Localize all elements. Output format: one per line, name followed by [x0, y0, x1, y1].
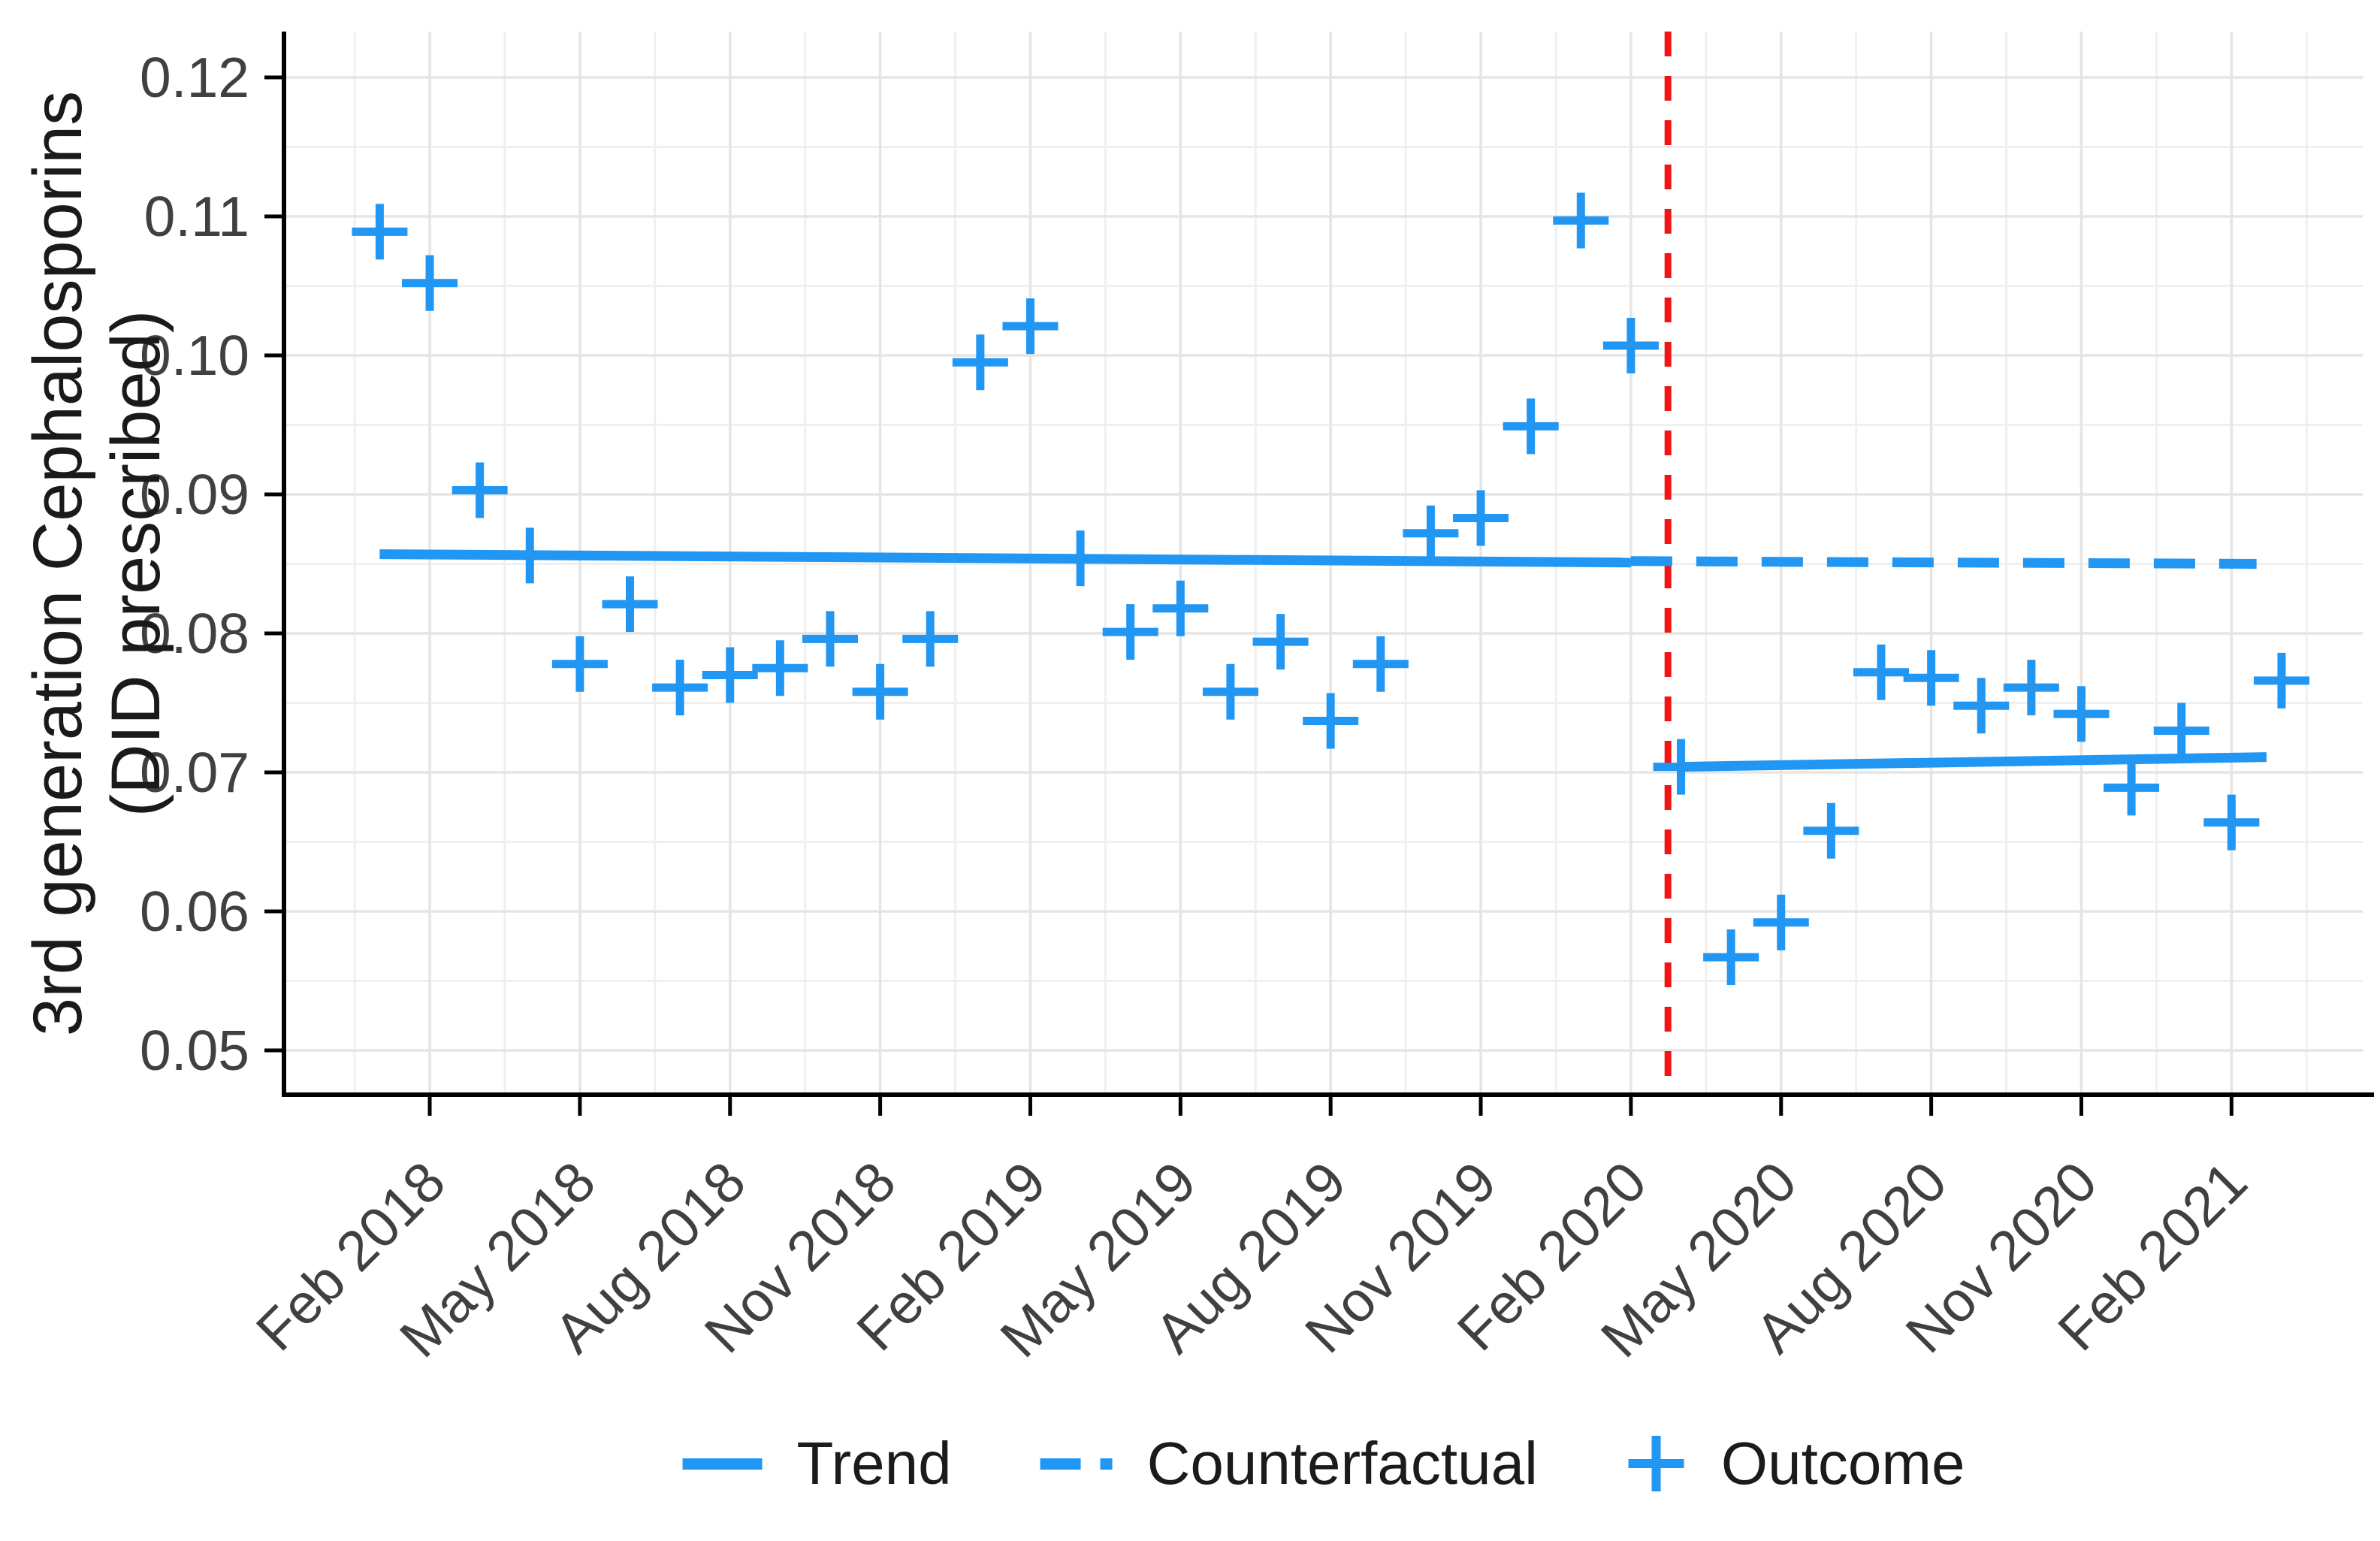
y-tick-label: 0.11	[144, 185, 249, 248]
counterfactual-line-swatch-icon	[1040, 1458, 1113, 1470]
outcome-point	[352, 204, 408, 260]
outcome-point	[1053, 530, 1109, 587]
outcome-point	[1953, 678, 2010, 734]
outcome-point	[1753, 894, 1809, 950]
outcome-point	[1553, 192, 1609, 249]
outcome-point	[1503, 398, 1559, 455]
y-tick-label: 0.12	[140, 46, 249, 109]
outcome-plus-swatch-icon	[1626, 1434, 1687, 1494]
y-tick-label: 0.09	[140, 463, 249, 526]
outcome-point	[852, 663, 908, 720]
outcome-point	[1152, 580, 1209, 636]
outcome-point	[1853, 644, 1909, 700]
outcome-point	[2104, 760, 2160, 816]
trend-line-post	[1681, 752, 2267, 772]
y-tick-label: 0.10	[140, 324, 249, 387]
outcome-point	[652, 660, 708, 716]
outcome-point	[1602, 318, 1659, 374]
outcome-point	[702, 647, 758, 703]
outcome-point	[1303, 693, 1359, 749]
y-tick-label: 0.07	[140, 741, 249, 804]
legend-label-trend: Trend	[796, 1430, 952, 1497]
legend-item-counterfactual: Counterfactual	[1040, 1429, 1538, 1498]
outcome-point	[402, 255, 458, 311]
trend-line-pre	[379, 549, 1631, 568]
y-tick-label: 0.06	[140, 880, 249, 943]
y-tick-label: 0.08	[140, 602, 249, 665]
outcome-point	[2003, 660, 2059, 716]
outcome-point	[902, 611, 959, 667]
counterfactual-line	[1630, 556, 2257, 569]
legend-label-outcome: Outcome	[1720, 1430, 1965, 1497]
outcome-point	[1653, 739, 1709, 795]
outcome-point	[2053, 686, 2110, 742]
outcome-point	[1453, 490, 1509, 546]
outcome-point	[1903, 650, 1959, 706]
outcome-point	[2253, 652, 2309, 709]
legend-item-trend: Trend	[682, 1429, 952, 1498]
outcome-point	[551, 636, 608, 692]
outcome-point	[602, 576, 658, 633]
y-axis-title: 3rd generation Cephalosporins	[20, 91, 96, 1036]
outcome-point	[1002, 298, 1059, 355]
y-tick-label: 0.05	[140, 1019, 249, 1082]
legend-item-outcome: Outcome	[1626, 1429, 1965, 1498]
outcome-point	[1252, 614, 1309, 670]
outcome-point	[502, 527, 558, 584]
legend-label-counterfactual: Counterfactual	[1146, 1430, 1538, 1497]
outcome-point	[752, 640, 808, 696]
chart-legend: Trend Counterfactual Outcome	[682, 1429, 1965, 1498]
outcome-point	[452, 462, 508, 518]
outcome-point	[1102, 604, 1158, 660]
outcome-point	[1352, 636, 1409, 692]
outcome-point	[1803, 802, 1859, 859]
outcome-point	[1403, 505, 1459, 561]
outcome-point	[2203, 794, 2260, 851]
y-axis-title: (DID prescribed)	[98, 310, 174, 817]
outcome-point	[1202, 663, 1258, 720]
outcome-point	[1703, 929, 1759, 986]
outcome-point	[2153, 703, 2209, 759]
trend-line-swatch-icon	[682, 1458, 763, 1470]
outcome-point	[952, 334, 1008, 391]
outcome-point	[802, 611, 858, 667]
